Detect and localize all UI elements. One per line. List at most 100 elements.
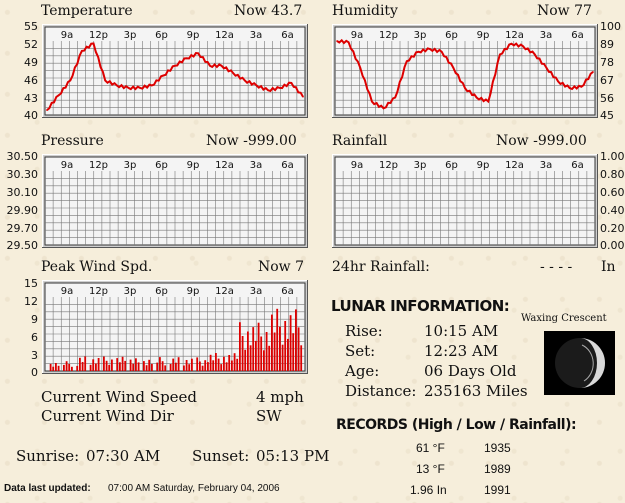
x-tick-label: 6p	[155, 30, 168, 41]
data-point	[150, 84, 153, 87]
wind-bar	[175, 362, 177, 371]
x-tick-label: 3a	[250, 30, 263, 41]
data-point	[545, 67, 548, 69]
wind-bar	[116, 358, 119, 371]
wind-bar	[55, 363, 57, 371]
data-point	[440, 50, 443, 53]
wind-ytick: 3	[31, 349, 38, 362]
data-point	[394, 96, 396, 99]
wind-bar	[137, 362, 140, 371]
data-point	[510, 42, 513, 45]
x-tick-label: 3p	[414, 160, 427, 171]
rainfall-now: Now -999.00	[496, 133, 587, 149]
wind-bar	[108, 364, 111, 371]
x-tick-label: 6p	[445, 30, 458, 41]
record-high-value: 61 °F	[416, 441, 445, 455]
data-point	[197, 52, 200, 55]
data-point	[139, 87, 141, 89]
wind-bar	[191, 358, 193, 371]
wind-bar	[244, 349, 247, 371]
data-point	[534, 53, 536, 56]
wind-bar	[188, 364, 191, 371]
humidity-ytick: 100	[600, 20, 621, 33]
record-rain-year: 1991	[484, 483, 511, 497]
humidity-ytick: 56	[600, 92, 614, 105]
records-heading: RECORDS (High / Low / Rainfall):	[336, 417, 577, 433]
x-tick-label: 9p	[477, 160, 490, 171]
wind-bar	[121, 356, 124, 371]
wind-bar	[79, 357, 81, 371]
wind-bar	[103, 356, 105, 371]
data-point	[162, 74, 165, 77]
wind-bar	[207, 362, 209, 371]
x-tick-label: 9a	[61, 286, 74, 297]
x-tick-label: 3a	[250, 286, 263, 297]
pressure-ytick: 29.90	[6, 204, 39, 217]
rainfall-ytick: 1.00	[600, 150, 625, 163]
wind-bar	[185, 360, 188, 371]
wind-bar	[105, 360, 108, 371]
wind-bar	[223, 356, 225, 371]
data-point	[302, 95, 304, 98]
temperature-chart: 9a 12p 3p 6p 9p 12a 3a 6a	[42, 24, 308, 118]
x-tick-label: 3a	[250, 160, 263, 171]
rainfall-ytick: 0.20	[600, 222, 625, 235]
wind-bar	[124, 360, 127, 371]
wind-ytick: 0	[31, 366, 38, 379]
x-tick-label: 12a	[505, 160, 524, 171]
x-tick-label: 12p	[89, 30, 108, 41]
wind-bar	[255, 340, 257, 371]
humidity-now: Now 77	[537, 3, 592, 19]
wind-bar	[135, 358, 137, 371]
x-tick-label: 9a	[61, 30, 74, 41]
wind-bar	[295, 309, 297, 371]
x-tick-label: 12p	[379, 30, 398, 41]
x-tick-label: 3a	[540, 30, 553, 41]
x-tick-label: 3p	[124, 30, 137, 41]
data-point	[464, 87, 466, 89]
wind-bar	[164, 365, 167, 371]
humidity-ytick: 89	[600, 38, 614, 51]
x-tick-label: 12a	[215, 286, 234, 297]
wind-title: Peak Wind Spd.	[41, 259, 153, 275]
temperature-ytick: 52	[24, 38, 38, 51]
wind-bar	[97, 358, 100, 371]
data-point	[244, 79, 246, 82]
x-tick-label: 6a	[281, 160, 294, 171]
data-point	[290, 82, 293, 84]
wind-bar	[132, 363, 135, 371]
x-tick-label: 12a	[215, 160, 234, 171]
x-tick-label: 6p	[155, 160, 168, 171]
humidity-ytick: 45	[600, 109, 614, 122]
wind-bar	[220, 364, 223, 371]
wind-chart: 9a 12p 3p 6p 9p 12a 3a 6a	[42, 280, 308, 374]
wind-bar	[183, 365, 185, 371]
data-point	[475, 96, 478, 99]
x-tick-label: 6a	[571, 30, 584, 41]
record-rain-value: 1.96 In	[410, 483, 447, 497]
sunset-label: Sunset:	[192, 447, 250, 465]
wind-bar	[71, 366, 73, 371]
wind-bar	[297, 327, 300, 371]
wind-bar	[95, 363, 97, 371]
humidity-chart: 9a 12p 3p 6p 9p 12a 3a 6a	[332, 24, 598, 118]
wind-bar	[49, 363, 52, 371]
wind-bar	[204, 360, 207, 371]
wind-bar	[145, 365, 148, 371]
wind-bar	[252, 327, 255, 371]
sunset-value: 05:13 PM	[256, 447, 330, 465]
wind-bar	[263, 350, 265, 371]
data-point	[127, 87, 130, 89]
humidity-title: Humidity	[332, 3, 398, 19]
rain24-value: - - - -	[540, 259, 573, 275]
sunrise-value: 07:30 AM	[86, 447, 161, 465]
temperature-ytick: 43	[24, 92, 38, 105]
rainfall-title: Rainfall	[332, 133, 388, 149]
lunar-heading: LUNAR INFORMATION:	[331, 297, 510, 315]
wind-bar	[172, 358, 175, 371]
pressure-chart: 9a 12p 3p 6p 9p 12a 3a 6a	[42, 154, 308, 248]
wind-bar	[84, 356, 87, 371]
x-tick-label: 9p	[187, 30, 200, 41]
x-tick-label: 9p	[187, 286, 200, 297]
temperature-ytick: 55	[24, 20, 38, 33]
